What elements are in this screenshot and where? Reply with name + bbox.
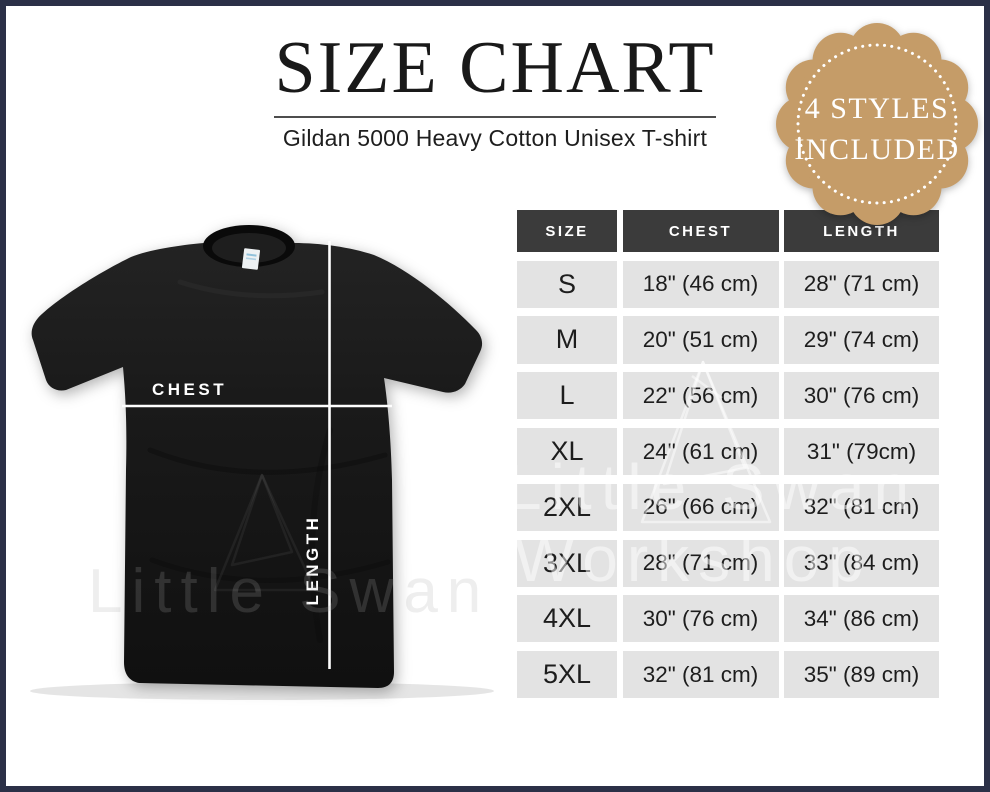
title-divider — [274, 116, 716, 118]
cell-size: S — [517, 260, 617, 308]
page-subtitle: Gildan 5000 Heavy Cotton Unisex T-shirt — [282, 125, 708, 151]
page-title: SIZE CHART — [274, 27, 716, 109]
cell-chest: 30" (76 cm) — [622, 595, 779, 643]
cell-chest: 22" (56 cm) — [622, 372, 779, 420]
cell-length: 33" (84 cm) — [784, 539, 939, 587]
cell-size: M — [517, 316, 617, 364]
collar-inner — [212, 233, 286, 263]
shirt-silhouette — [31, 243, 483, 688]
cell-size: 4XL — [517, 595, 617, 643]
cell-length: 34" (86 cm) — [784, 595, 939, 643]
cell-size: 2XL — [517, 483, 617, 531]
cell-length: 28" (71 cm) — [784, 260, 939, 308]
table-header-size: SIZE — [517, 210, 617, 252]
cell-length: 29" (74 cm) — [784, 316, 939, 364]
cell-chest: 18" (46 cm) — [622, 260, 779, 308]
table-header-chest: CHEST — [622, 210, 779, 252]
cell-size: XL — [517, 427, 617, 476]
header-block: SIZE CHART Gildan 5000 Heavy Cotton Unis… — [0, 28, 990, 151]
cell-length: 31" (79cm) — [784, 427, 939, 476]
cell-length: 35" (89 cm) — [784, 651, 939, 699]
table-header-length: LENGTH — [784, 210, 939, 252]
size-table: SIZE CHEST LENGTH S 18" (46 cm) 28" (71 … — [517, 210, 939, 699]
cell-size: 5XL — [517, 651, 617, 699]
cell-chest: 32" (81 cm) — [622, 651, 779, 699]
cell-length: 32" (81 cm) — [784, 483, 939, 531]
cell-size: L — [517, 372, 617, 420]
neck-tag — [241, 248, 261, 270]
cell-chest: 28" (71 cm) — [622, 539, 779, 587]
measure-lines — [122, 241, 392, 669]
shirt-wrinkles — [147, 279, 391, 643]
cell-length: 30" (76 cm) — [784, 372, 939, 420]
cell-size: 3XL — [517, 539, 617, 587]
cell-chest: 26" (66 cm) — [622, 483, 779, 531]
cell-chest: 24" (61 cm) — [622, 427, 779, 476]
cell-chest: 20" (51 cm) — [622, 316, 779, 364]
